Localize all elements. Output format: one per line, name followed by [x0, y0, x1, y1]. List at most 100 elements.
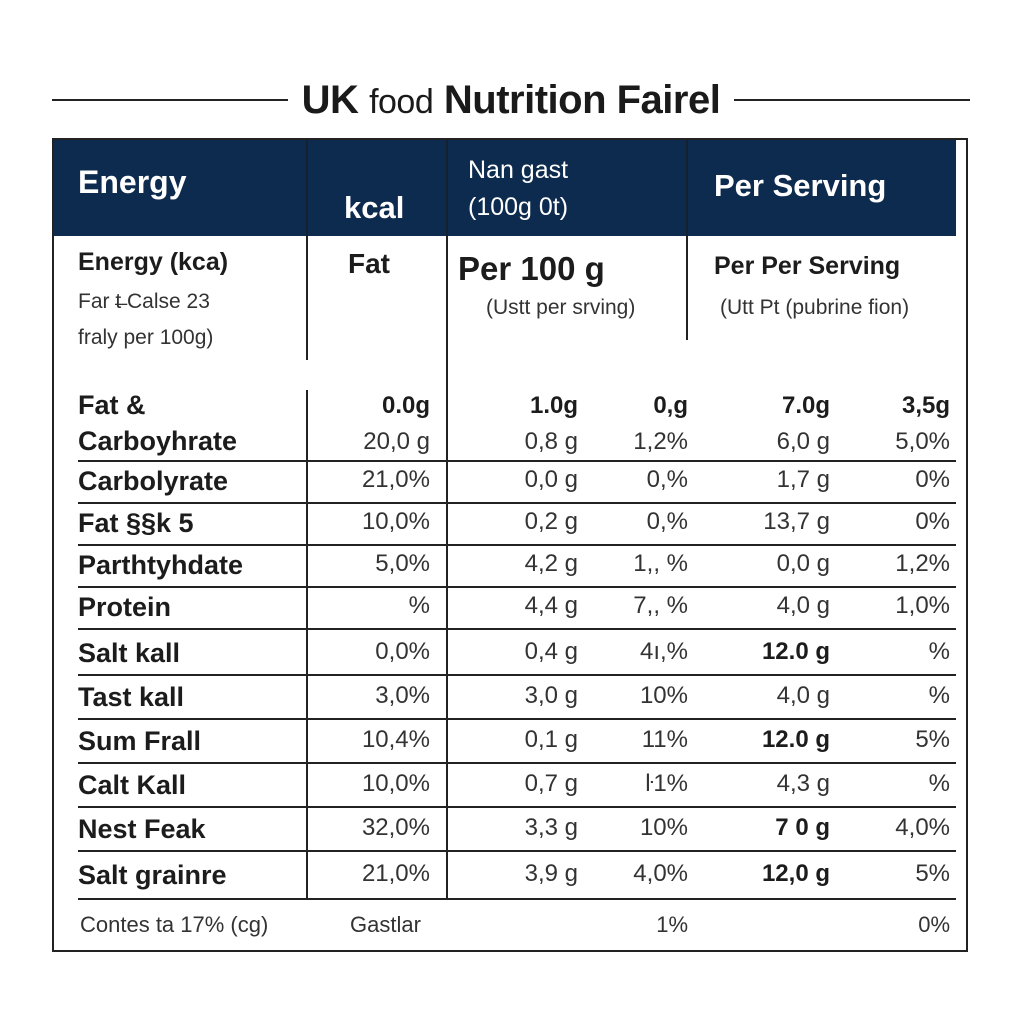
subheader-per-serving: Per Per Serving [714, 252, 901, 280]
title-part-main: Nutrition Fairel [443, 77, 721, 122]
column-divider [446, 236, 448, 900]
row-value: 11% [641, 726, 688, 753]
row-value: 4,4 g [524, 592, 578, 619]
row-value: 3,9 g [524, 860, 578, 887]
row-top-value: 3,5g [901, 392, 950, 419]
subheader-energy-note2: fraly per 100g) [78, 326, 214, 349]
row-divider [78, 718, 956, 720]
row-value: % [928, 770, 950, 797]
row-value: 10% [639, 682, 688, 709]
row-value: 0,2 g [524, 508, 578, 535]
row-value: 21,0% [361, 860, 430, 887]
header-kcal: kcal [344, 190, 405, 225]
column-divider [686, 236, 688, 340]
row-value: 1,, % [633, 550, 688, 577]
row-divider [78, 460, 956, 462]
row-value: 4,0 g [776, 682, 830, 709]
column-divider [306, 236, 308, 360]
row-value: 1,7 g [776, 466, 830, 493]
row-label-line2: Carboyhrate [78, 426, 238, 456]
row-value: 0,0 g [524, 466, 578, 493]
title-part-uk: UK [301, 77, 359, 122]
header-divider [306, 140, 308, 236]
row-label: Calt Kall [78, 770, 187, 800]
row-value: 12.0 g [761, 638, 830, 665]
row-label: Salt grainre [78, 860, 227, 890]
row-value: 32,0% [361, 814, 430, 841]
row-value: ŀ1% [645, 770, 688, 797]
subheader-per-serving-note: (Utt Pt (pubrine fion) [720, 296, 910, 319]
row-value: 1,2% [895, 550, 950, 577]
row-top-value: 7.0g [781, 392, 830, 419]
row-value: 5% [915, 726, 950, 753]
title-bar: UK food Nutrition Fairel [52, 72, 971, 128]
row-label-line1: Fat & [78, 390, 146, 420]
footer-col5: 0% [918, 912, 950, 937]
row-label: Carbolyrate [78, 466, 229, 496]
table-row: Fat & Carboyhrate 0.0g 1.0g 0,g 7.0g 3,5… [54, 388, 956, 460]
row-value: % [928, 638, 950, 665]
subheader-per-100g: Per 100 g [458, 250, 605, 287]
row-top-value: 0,g [653, 392, 688, 419]
row-value: 12.0 g [761, 726, 830, 753]
row-value: 13,7 g [763, 508, 830, 535]
row-value: 5,0% [895, 428, 950, 455]
header-divider [686, 140, 688, 236]
row-value: 10,0% [361, 770, 430, 797]
row-value: 10% [639, 814, 688, 841]
subheader-fat: Fat [348, 248, 390, 279]
row-value: 7 0 g [775, 814, 830, 841]
row-label: Tast kall [78, 682, 185, 712]
row-value: 10,0% [361, 508, 430, 535]
row-value: 4,3 g [776, 770, 830, 797]
row-value: 4,2 g [524, 550, 578, 577]
row-value: 0,0% [375, 638, 430, 665]
row-label: Sum Frall [78, 726, 202, 756]
row-value: 3,3 g [524, 814, 578, 841]
row-value: 0,0 g [776, 550, 830, 577]
row-value: 4,0 g [776, 592, 830, 619]
row-value: 21,0% [361, 466, 430, 493]
header-energy: Energy [78, 164, 187, 200]
row-value: 0,% [646, 508, 688, 535]
row-divider [78, 850, 956, 852]
header-per-100g-line2: (100g 0t) [468, 193, 569, 221]
row-value: 20,0 g [363, 428, 430, 455]
row-value: 0,% [646, 466, 688, 493]
row-value: 0% [915, 508, 950, 535]
row-value: 1,0% [895, 592, 950, 619]
title-rule-right [734, 99, 971, 101]
row-divider [78, 544, 956, 546]
row-value: 5,0% [375, 550, 430, 577]
row-value: 4,0% [895, 814, 950, 841]
row-divider [78, 806, 956, 808]
row-divider [78, 674, 956, 676]
row-value: % [408, 592, 430, 619]
row-value: 0,1 g [524, 726, 578, 753]
row-value: 10,4% [361, 726, 430, 753]
row-divider [78, 628, 956, 630]
row-value: 3,0% [375, 682, 430, 709]
header-divider [446, 140, 448, 236]
footer-label: Contes ta 17% (cg) [80, 912, 269, 937]
row-top-value: 1.0g [529, 392, 578, 419]
row-label: Fat §§k 5 [78, 508, 194, 538]
subheader-per-100g-note: (Ustt per srving) [486, 296, 636, 319]
row-value: 7,, % [633, 592, 688, 619]
row-label: Salt kall [78, 638, 181, 668]
title-rule-left [52, 99, 288, 101]
row-divider [78, 502, 956, 504]
table-footer: Contes ta 17% (cg) Gastlar 1% 0% [54, 900, 956, 940]
row-value: 12,0 g [761, 860, 830, 887]
row-label: Nest Feak [78, 814, 206, 844]
row-value: 5% [915, 860, 950, 887]
row-label: Parthtyhdate [78, 550, 244, 580]
footer-col2: Gastlar [350, 912, 421, 937]
row-divider [78, 762, 956, 764]
header-per-100g: Nan gast (100g 0t) [468, 156, 568, 222]
header-per-serving: Per Serving [714, 168, 887, 203]
row-value: 4,0% [633, 860, 688, 887]
row-value: 0,7 g [524, 770, 578, 797]
row-value: 0,8 g [524, 428, 578, 455]
row-value: 0,4 g [524, 638, 578, 665]
